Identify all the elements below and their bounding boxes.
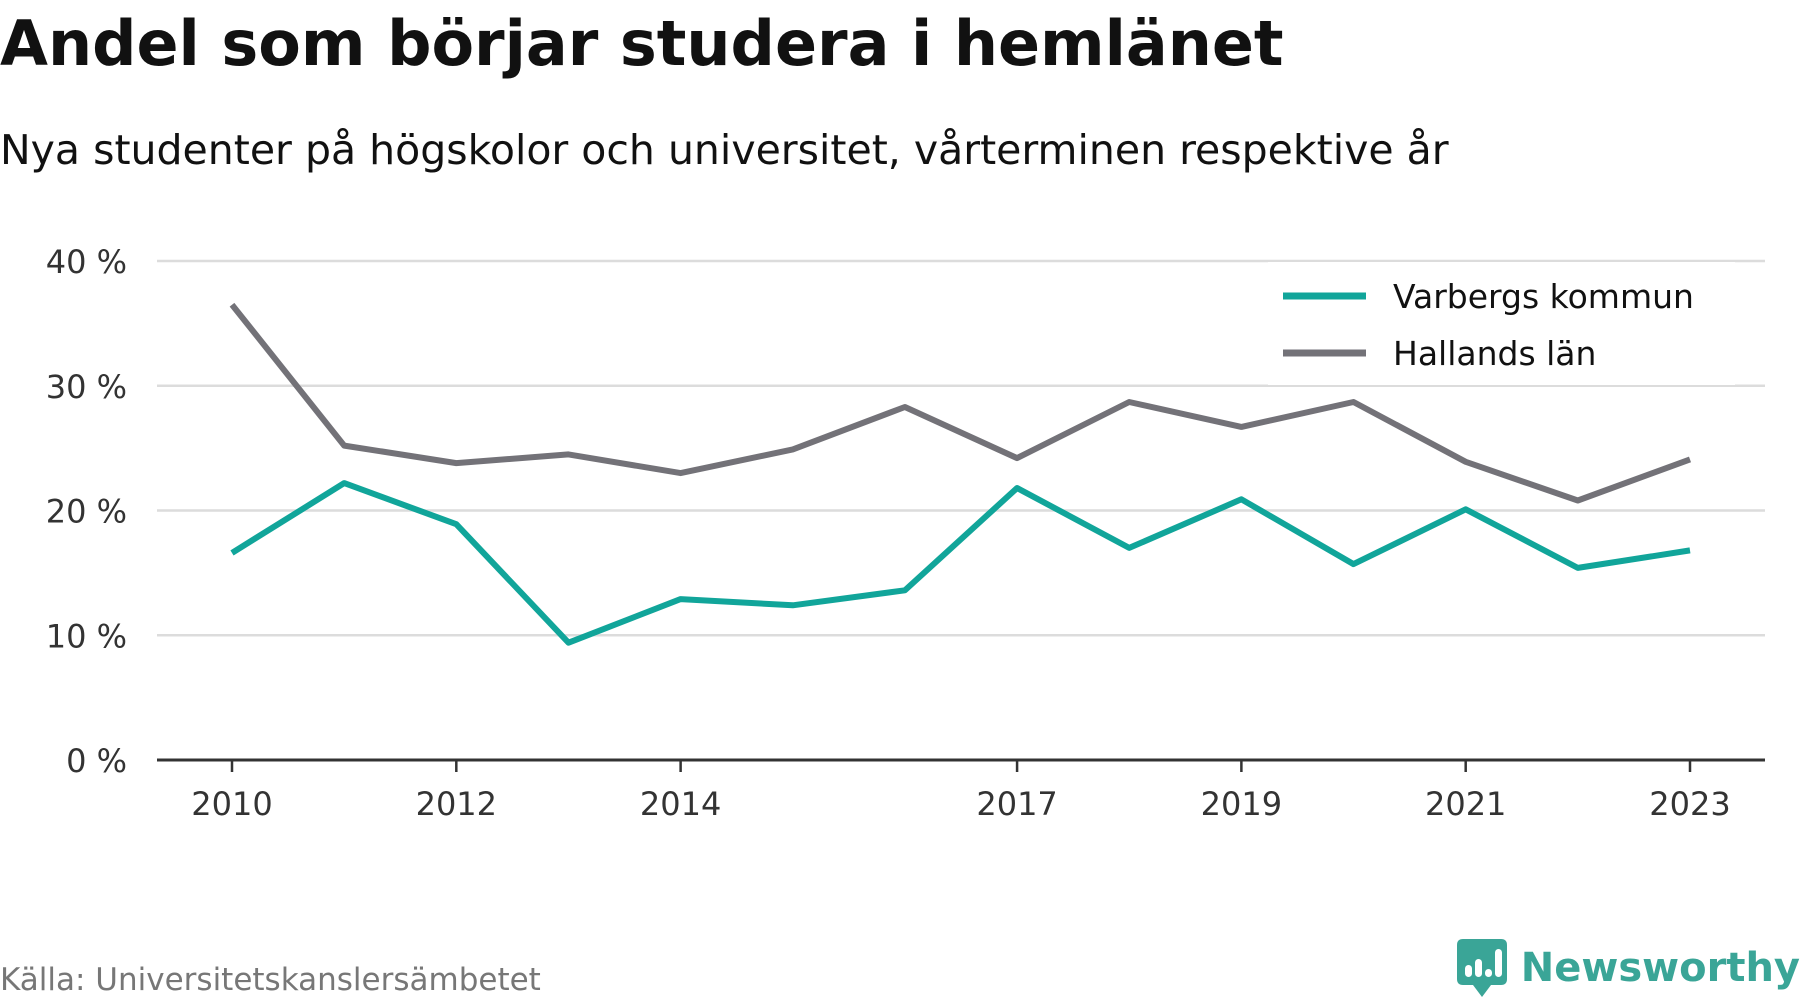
legend-label: Varbergs kommun <box>1393 277 1694 316</box>
series-line <box>230 480 1691 646</box>
x-tick-label: 2019 <box>1201 785 1282 823</box>
chart-title: Andel som börjar studera i hemlänet <box>0 7 1284 80</box>
axes: 0 % 10 % 20 % 30 % 40 % 2010 2012 2014 2017 2019 2… <box>46 243 1765 823</box>
x-tick-label: 2010 <box>191 785 272 823</box>
y-tick-label: 10 % <box>46 617 127 655</box>
y-tick-label: 40 % <box>46 243 127 281</box>
brand-logo: Newsworthy <box>1456 936 1800 1000</box>
y-tick-label: 0 % <box>66 742 127 780</box>
grid-lines <box>157 259 1765 637</box>
source-note: Källa: Universitetskanslersämbetet <box>0 962 541 998</box>
x-tick-label: 2021 <box>1425 785 1506 823</box>
series-line <box>229 302 1692 504</box>
y-tick-label: 20 % <box>46 493 127 531</box>
newsworthy-logo-icon <box>1456 939 1507 997</box>
legend-background <box>1268 262 1735 385</box>
y-tick-label: 30 % <box>46 368 127 406</box>
x-tick-label: 2017 <box>976 785 1057 823</box>
x-tick-label: 2023 <box>1649 785 1730 823</box>
chart-subtitle: Nya studenter på högskolor och universit… <box>0 126 1449 174</box>
legend-label: Hallands län <box>1393 334 1596 373</box>
x-tick-label: 2012 <box>416 785 497 823</box>
brand-name: Newsworthy <box>1520 945 1800 991</box>
series-lines <box>229 302 1692 646</box>
x-tick-label: 2014 <box>640 785 721 823</box>
legend: Varbergs kommun Hallands län <box>1268 262 1735 385</box>
